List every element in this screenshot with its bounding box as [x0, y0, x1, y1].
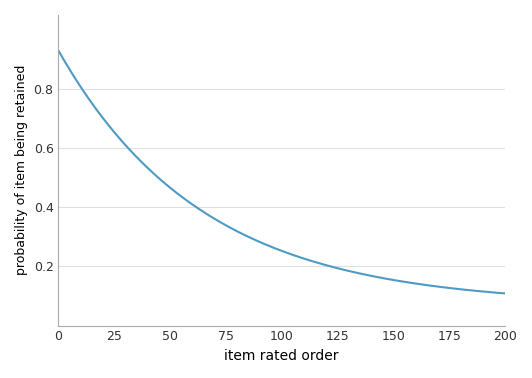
Y-axis label: probability of item being retained: probability of item being retained	[15, 65, 28, 276]
X-axis label: item rated order: item rated order	[225, 349, 339, 363]
